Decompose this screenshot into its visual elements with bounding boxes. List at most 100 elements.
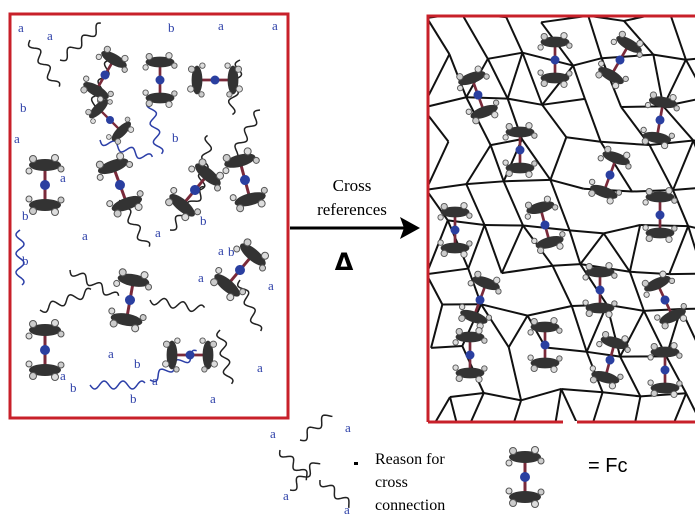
fc-molecule <box>591 28 648 93</box>
network-bond <box>462 13 488 58</box>
fc-molecule <box>76 43 133 108</box>
chain-end-label: a <box>198 270 204 285</box>
network-bond <box>504 180 551 181</box>
chain-end-label: a <box>344 502 350 517</box>
fc-molecule <box>521 194 568 256</box>
network-bond <box>587 352 620 357</box>
network-bond <box>450 397 462 443</box>
network-bond <box>509 316 528 348</box>
arrow-label: references <box>317 200 387 219</box>
chain-end-label: a <box>218 243 224 258</box>
network-bond <box>468 225 484 269</box>
network-bond <box>426 184 466 190</box>
network-bond <box>621 106 663 107</box>
network-bond <box>570 230 604 233</box>
network-bond <box>485 225 502 273</box>
network-bond <box>462 393 484 443</box>
fc-molecule <box>583 263 617 318</box>
left-panel-frame <box>10 14 288 418</box>
chain-end-label: b <box>22 208 29 223</box>
arrow-label: Cross <box>333 176 372 195</box>
chain-end-label: b <box>20 100 27 115</box>
network-bond <box>431 305 442 348</box>
network-bond <box>561 389 586 444</box>
network-bond <box>488 59 508 99</box>
network-bond <box>561 389 602 392</box>
network-bond <box>570 230 581 264</box>
network-bond <box>586 436 632 444</box>
fc-molecule <box>163 338 218 372</box>
network-bond <box>603 392 641 396</box>
chain-end-label: a <box>108 346 114 361</box>
network-bond <box>663 106 693 140</box>
fc-molecule <box>188 63 243 97</box>
network-bond <box>588 16 601 58</box>
legend-text: cross <box>375 474 408 491</box>
network-bond <box>667 440 695 443</box>
left-panel: aabaabbaabababaaababbaaaab <box>14 18 278 406</box>
network-bond <box>630 225 640 272</box>
network-bond <box>504 181 523 225</box>
chain-end-label: a <box>218 18 224 33</box>
chain <box>287 459 321 493</box>
chain-end-label: a <box>270 426 276 441</box>
network-bond <box>566 137 600 142</box>
chain <box>99 136 153 162</box>
network-bond <box>686 56 695 60</box>
network-bond <box>509 347 521 400</box>
chain-end-label: a <box>272 18 278 33</box>
legend-dot <box>354 462 358 465</box>
network-bond <box>686 60 695 98</box>
network-bond <box>466 145 490 184</box>
network-bond <box>484 393 521 400</box>
chain-end-label: b <box>228 244 235 259</box>
chain-end-label: a <box>47 28 53 43</box>
network-bond <box>673 141 693 190</box>
network-bond <box>522 53 542 105</box>
network-bond <box>528 306 572 316</box>
chain <box>149 296 205 313</box>
diagram: aabaabbaabababaaababbaaaab Cross referen… <box>0 0 695 526</box>
chain <box>146 99 163 155</box>
network-bond <box>573 66 585 99</box>
network-bond <box>669 274 695 275</box>
chain <box>90 381 145 389</box>
network-bond <box>521 389 561 400</box>
network-bond <box>632 396 640 435</box>
chain <box>68 267 120 301</box>
network-bond <box>427 397 450 436</box>
network-bond <box>485 225 523 226</box>
network-bond <box>508 99 542 105</box>
network-bond <box>585 99 601 142</box>
network-bond <box>673 187 695 190</box>
fc-molecule <box>638 268 692 332</box>
fc-molecule <box>503 123 537 178</box>
network-bond <box>427 436 461 443</box>
fc-molecule <box>648 343 682 398</box>
network-bond <box>508 53 523 99</box>
network-bond <box>466 97 507 98</box>
chain-end-label: a <box>60 170 66 185</box>
chain <box>297 411 333 443</box>
chain-end-label: b <box>168 20 175 35</box>
network-bond <box>506 17 522 53</box>
chain-end-label: a <box>18 20 24 35</box>
fc-molecule <box>92 150 149 220</box>
fc-molecule <box>538 33 572 88</box>
network-bond <box>466 181 503 184</box>
network-bond <box>431 346 462 348</box>
chain-end-label: a <box>257 360 263 375</box>
network-bond <box>604 225 640 233</box>
network-bond <box>573 58 602 65</box>
network-bond <box>653 55 685 60</box>
network-bond <box>422 108 448 142</box>
network-bond <box>542 105 566 137</box>
chain-end-label: a <box>210 391 216 406</box>
chain <box>27 38 61 90</box>
network-bond <box>553 439 587 443</box>
fc-molecule <box>453 328 487 383</box>
chain-end-label: b <box>200 213 207 228</box>
network-bond <box>630 272 644 311</box>
network-bond <box>426 269 468 275</box>
fc-molecule <box>206 234 274 305</box>
